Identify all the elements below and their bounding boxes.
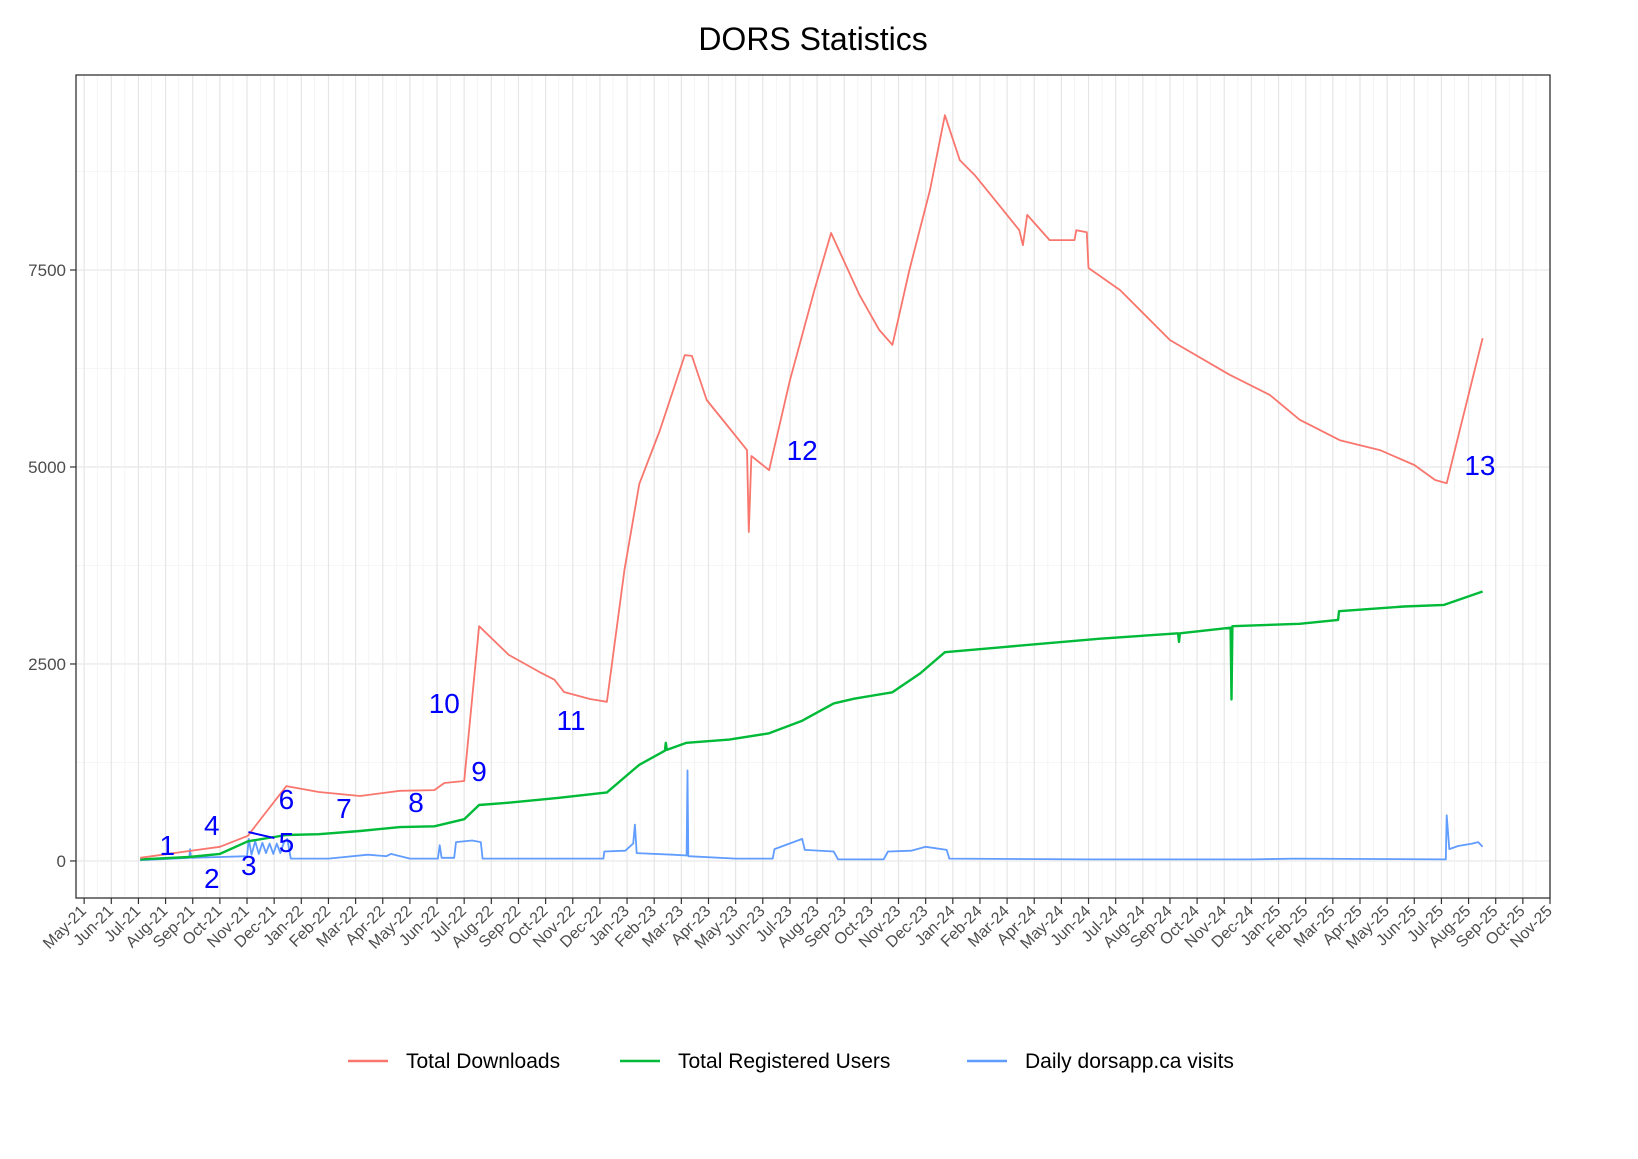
annotation-label: 4	[204, 810, 220, 841]
annotation-label: 13	[1464, 450, 1495, 481]
series-line-total-downloads	[140, 114, 1484, 859]
y-tick-label: 5000	[28, 458, 66, 477]
y-tick-label: 7500	[28, 261, 66, 280]
annotation-arrow	[248, 831, 275, 840]
annotation-label: 2	[204, 863, 220, 894]
annotation-label: 11	[556, 705, 585, 736]
annotation-label: 12	[787, 435, 818, 466]
annotation-label: 8	[408, 787, 424, 818]
legend-label: Total Registered Users	[678, 1050, 890, 1073]
series-line-daily-dorsapp-ca-visits	[140, 769, 1484, 862]
annotation-label: 10	[429, 688, 460, 719]
y-axis: 0 2500 5000 7500	[28, 261, 76, 871]
legend: Total Downloads Total Registered Users Dai…	[348, 1050, 1234, 1073]
y-tick-label: 0	[57, 852, 66, 871]
annotation-label: 1	[160, 830, 176, 861]
legend-label: Daily dorsapp.ca visits	[1025, 1050, 1234, 1073]
annotation-label: 9	[471, 756, 487, 787]
legend-label: Total Downloads	[406, 1050, 560, 1073]
plot-frame	[75, 74, 1551, 899]
chart-title: DORS Statistics	[698, 21, 927, 57]
annotation-label: 3	[241, 850, 257, 881]
y-tick-label: 2500	[28, 655, 66, 674]
series-line-total-registered-users	[140, 590, 1483, 861]
annotation-label: 6	[279, 784, 295, 815]
grid	[76, 75, 1551, 898]
annotation-label: 7	[336, 793, 352, 824]
annotation-label: 5	[279, 827, 295, 858]
series-lines	[140, 114, 1484, 862]
